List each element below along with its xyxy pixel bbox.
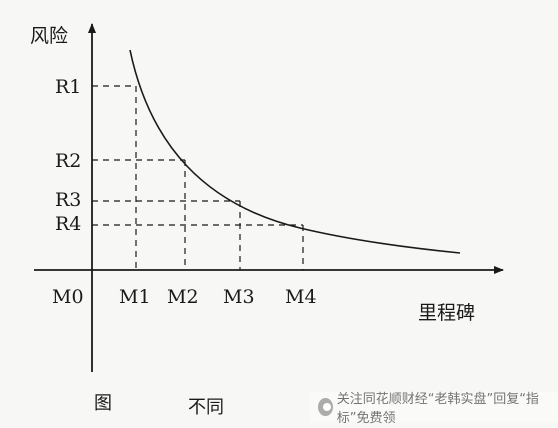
risk-level-label-r1: R1 — [55, 76, 81, 98]
milestone-label-m4: M4 — [285, 286, 317, 308]
milestone-label-m3: M3 — [223, 286, 255, 308]
y-axis-label: 风险 — [30, 25, 68, 47]
risk-curve — [129, 49, 461, 254]
origin-label: M0 — [52, 286, 84, 308]
risk-level-label-r3: R3 — [55, 189, 81, 211]
eye-icon — [318, 398, 333, 416]
risk-level-label-r4: R4 — [55, 213, 81, 235]
milestone-label-m1: M1 — [119, 286, 151, 308]
watermark-text: 关注同花顺财经“老韩实盘”回复“指标”免费领 — [336, 392, 539, 426]
x-axis-label: 里程碑 — [418, 302, 475, 324]
risk-level-label-r2: R2 — [55, 150, 81, 172]
guide-lines — [92, 85, 304, 270]
watermark-overlay: 关注同花顺财经“老韩实盘”回复“指标”免费领 — [310, 392, 558, 426]
milestone-label-m2: M2 — [167, 286, 199, 308]
figure-title: 不同 — [188, 397, 224, 418]
figure-label: 图 — [94, 393, 112, 414]
